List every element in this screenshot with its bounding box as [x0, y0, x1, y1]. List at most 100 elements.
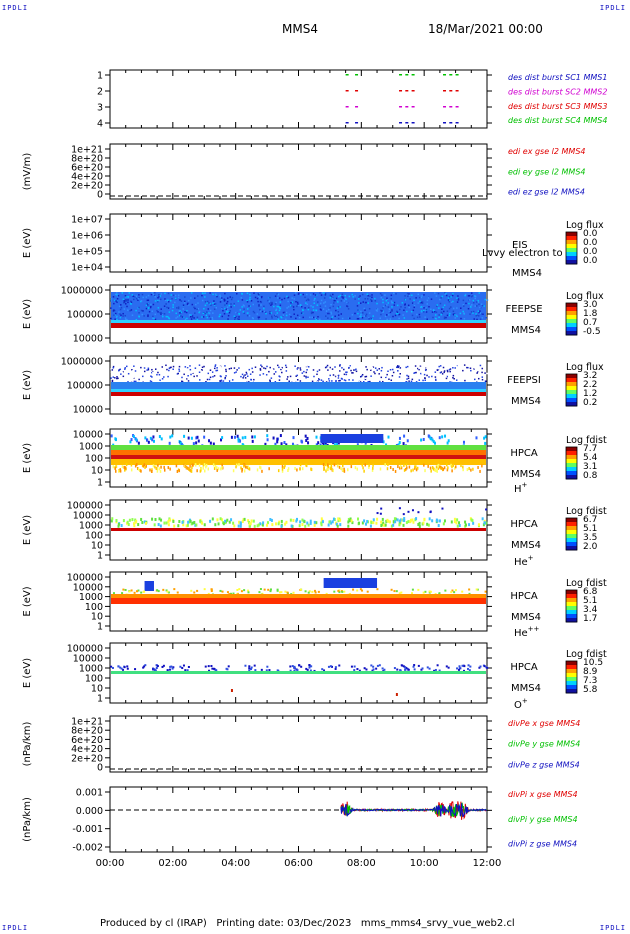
- spectrogram-pixel: [130, 463, 133, 467]
- spectrogram-pixel: [168, 311, 171, 313]
- spectrogram-pixel: [142, 464, 145, 468]
- spectrogram-pixel: [194, 523, 197, 527]
- spectrogram-pixel: [429, 466, 432, 470]
- spectrogram-pixel: [179, 299, 181, 301]
- spectrogram-pixel: [114, 299, 116, 302]
- spectrogram-pixel: [295, 300, 297, 303]
- spectrogram-pixel: [256, 468, 259, 472]
- spectrogram-pixel: [220, 373, 223, 375]
- spectrogram-pixel: [112, 465, 115, 469]
- spectrogram-pixel: [462, 310, 464, 313]
- spectrogram-pixel: [265, 379, 267, 382]
- spectrogram-pixel: [172, 306, 174, 308]
- spectrogram-pixel: [411, 509, 414, 512]
- spectrogram-pixel: [142, 296, 144, 299]
- spectrogram-pixel: [299, 293, 302, 296]
- spectrogram-pixel: [215, 377, 217, 380]
- spectrogram-pixel: [390, 300, 393, 302]
- spectrogram-pixel: [295, 369, 297, 371]
- spectrogram-pixel: [372, 518, 375, 522]
- spectrogram-pixel: [431, 519, 434, 523]
- spectrogram-pixel: [282, 314, 285, 316]
- colorbar-frame: [565, 302, 578, 336]
- spectrogram-pixel: [403, 468, 406, 472]
- spectrogram-pixel: [296, 305, 298, 308]
- legend-entry: divPi y gse MMS4: [508, 815, 578, 824]
- spectrogram-pixel: [197, 295, 199, 297]
- spectrogram-pixel: [124, 468, 126, 472]
- spectrogram-pixel: [259, 369, 262, 371]
- spectrogram-pixel: [470, 292, 473, 294]
- spectrogram-pixel: [341, 317, 344, 320]
- spectrogram-pixel: [374, 297, 376, 300]
- spectrogram-pixel: [268, 669, 271, 672]
- spectrogram-pixel: [352, 379, 354, 381]
- spectrogram-pixel: [417, 523, 420, 527]
- spectrogram-pixel: [379, 317, 381, 319]
- spectrogram-pixel: [116, 318, 118, 321]
- spectrogram-pixel: [409, 518, 412, 522]
- spectrogram-pixel: [124, 317, 127, 319]
- spectrogram-pixel: [184, 377, 186, 379]
- colorbar-tick: 5.4: [583, 453, 598, 463]
- spectrogram-pixel: [190, 314, 192, 316]
- spectrogram-pixel: [277, 318, 280, 320]
- spectrogram-pixel: [384, 304, 387, 307]
- spectrogram-pixel: [331, 520, 334, 524]
- spectrogram-pixel: [345, 298, 347, 301]
- spectrogram-pixel: [235, 311, 237, 314]
- spectrogram-pixel: [273, 314, 276, 317]
- spectrogram-pixel: [350, 665, 353, 668]
- spectrogram-pixel: [477, 465, 479, 469]
- spectrogram-pixel: [112, 310, 115, 312]
- spectrogram-pixel: [404, 668, 407, 671]
- spectrogram-pixel: [268, 302, 271, 305]
- spectrogram-pixel: [149, 436, 152, 440]
- spectrogram-pixel: [258, 304, 260, 306]
- spectrogram-pixel: [133, 376, 135, 379]
- spectrogram-pixel: [422, 306, 424, 309]
- spectrogram-pixel: [395, 293, 397, 295]
- spectrogram-pixel: [323, 292, 325, 294]
- spectrogram-pixel: [276, 437, 279, 441]
- legend-entry: edi ez gse l2 MMS4: [508, 188, 585, 197]
- spectrogram-pixel: [140, 517, 143, 521]
- spectrogram-pixel: [206, 316, 209, 319]
- spectrogram-pixel: [309, 294, 312, 296]
- spectrogram-pixel: [233, 304, 235, 307]
- colorbar-segment: [566, 546, 577, 551]
- colorbar-title: Log fdist: [566, 578, 607, 589]
- spectrogram-pixel: [448, 314, 451, 317]
- spectrogram-pixel: [422, 521, 425, 525]
- spectrogram-pixel: [474, 295, 477, 298]
- spectrogram-pixel: [375, 309, 378, 311]
- spectrogram-pixel: [212, 302, 214, 304]
- spectrogram-pixel: [421, 302, 424, 305]
- spectrogram-pixel: [301, 523, 304, 527]
- spectrogram-pixel: [181, 520, 184, 524]
- spectrogram-pixel: [405, 381, 407, 383]
- spectrogram-pixel: [470, 468, 472, 472]
- spectrogram-pixel: [430, 308, 432, 311]
- spectrogram-pixel: [238, 588, 241, 591]
- spectrogram-pixel: [219, 296, 222, 298]
- y-axis-label: (mV/m): [22, 153, 33, 191]
- spectrogram-pixel: [209, 369, 212, 371]
- spectrogram-pixel: [371, 318, 374, 320]
- spectrogram-pixel: [432, 440, 435, 444]
- spectrogram-pixel: [384, 315, 387, 318]
- spectrogram-pixel: [320, 294, 323, 296]
- spectrogram-pixel: [479, 306, 481, 309]
- spectrogram-pixel: [475, 436, 478, 440]
- spectrogram-pixel: [299, 369, 302, 371]
- spectrogram-pixel: [281, 465, 284, 469]
- spectrogram-pixel: [403, 517, 406, 521]
- spectrogram-pixel: [368, 316, 370, 319]
- spectrogram-pixel: [237, 300, 240, 302]
- spectrogram-pixel: [332, 305, 335, 308]
- ytick-label: 2: [97, 87, 103, 98]
- spectrogram-pixel: [225, 375, 227, 377]
- spectrogram-pixel: [275, 522, 278, 526]
- spectrogram-pixel: [352, 588, 355, 591]
- spectrogram-pixel: [308, 664, 311, 667]
